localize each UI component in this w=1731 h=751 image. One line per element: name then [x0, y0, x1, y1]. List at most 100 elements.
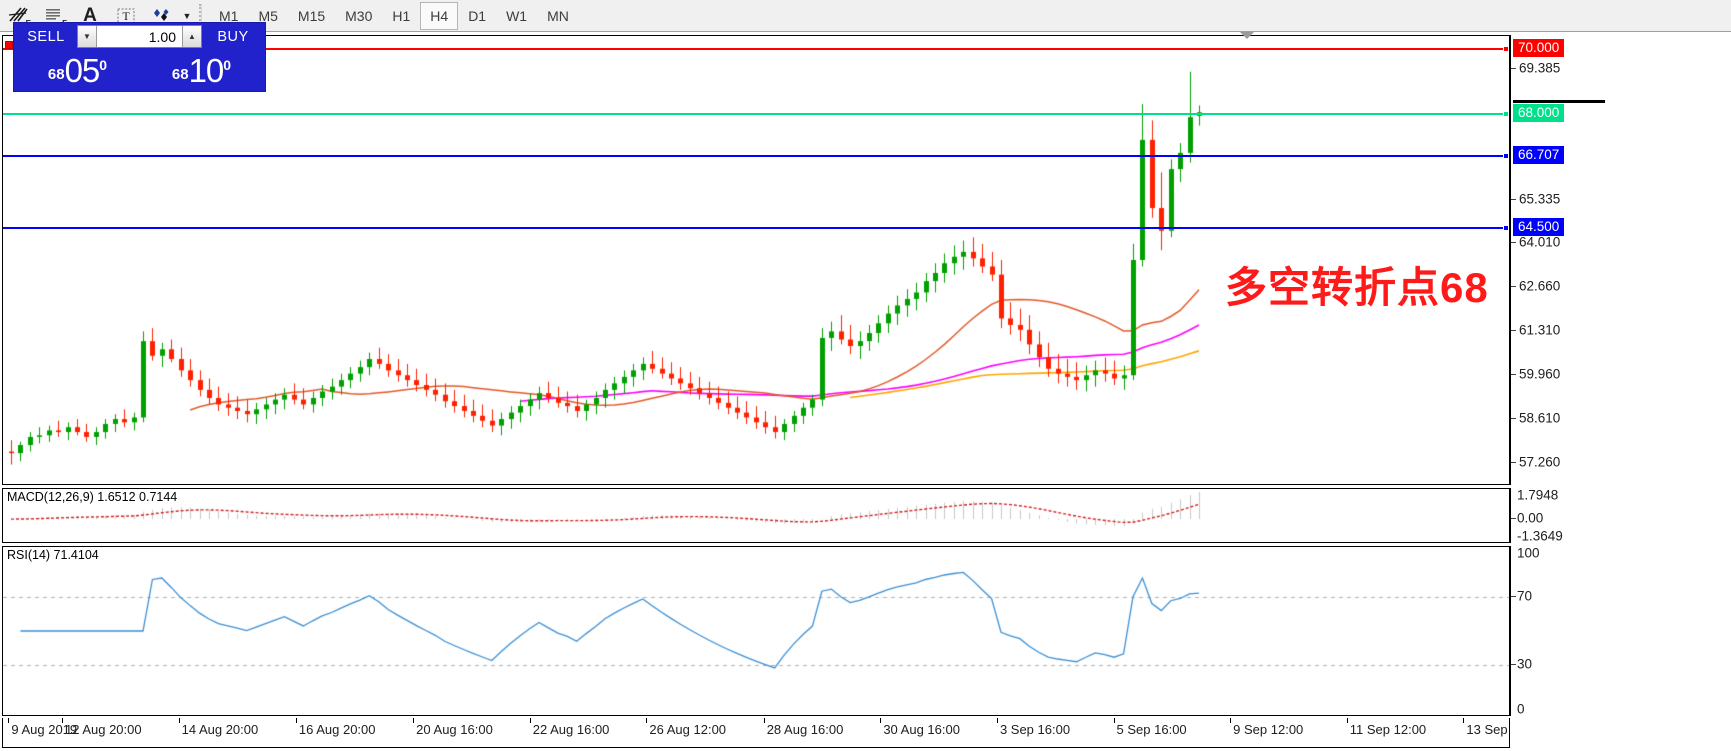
buy-price-sup: 0: [223, 57, 232, 73]
objects-dropdown-caret-icon[interactable]: ▼: [182, 10, 192, 21]
price-pane[interactable]: UKOil,H4 67.940 68.260 67.640 68.050 多空转…: [2, 35, 1510, 485]
macd-tick: [1511, 518, 1516, 520]
volume-value[interactable]: 1.00: [148, 28, 176, 45]
macd-label: MACD(12,26,9) 1.6512 0.7144: [7, 490, 178, 504]
price-scale-label: 64.010: [1519, 234, 1561, 250]
time-tick: [1463, 718, 1465, 723]
oct-top-row: SELL ▼ 1.00 ▲ BUY: [14, 23, 265, 50]
timeframe-d1[interactable]: D1: [468, 7, 487, 24]
macd-scale: 1.7948 0.00 -1.3649: [1510, 487, 1731, 544]
timeframe-m5[interactable]: M5: [258, 7, 278, 24]
macd-scale-label: 1.7948: [1517, 487, 1559, 503]
buy-button[interactable]: BUY: [217, 28, 249, 45]
price-scale[interactable]: 69.385 65.335 64.010 62.660 61.310 59.960 58.6…: [1510, 35, 1731, 485]
oct-price-row: 68 05 0 68 10 0: [14, 50, 265, 91]
sell-price-prefix: 68: [47, 66, 65, 83]
time-axis-label: 12 Aug 20:00: [64, 722, 142, 737]
price-tick: [1511, 242, 1516, 244]
buy-price-prefix: 68: [171, 66, 189, 83]
bottom-strip: [0, 749, 1731, 751]
level-line-68[interactable]: [3, 110, 1509, 117]
volume-up-icon[interactable]: ▲: [182, 26, 201, 47]
level-knob-70[interactable]: [1503, 45, 1509, 52]
time-tick: [880, 718, 882, 723]
volume-down-icon[interactable]: ▼: [78, 26, 97, 47]
macd-scale-label: -1.3649: [1517, 528, 1563, 544]
time-tick: [8, 718, 10, 723]
level-label-64500[interactable]: 64.500: [1513, 217, 1565, 236]
price-tick: [1511, 461, 1516, 463]
buy-price-display[interactable]: 68 10 0: [141, 50, 262, 88]
rsi-canvas: [3, 547, 1509, 715]
rsi-pane[interactable]: RSI(14) 71.4104: [2, 546, 1510, 716]
sell-price-sup: 0: [99, 57, 108, 73]
volume-stepper[interactable]: ▼ 1.00 ▲: [77, 25, 202, 48]
rsi-label: RSI(14) 71.4104: [7, 548, 99, 562]
axis-corner: [1510, 718, 1731, 748]
sell-price-main: 05: [64, 52, 101, 89]
chart-area[interactable]: UKOil,H4 67.940 68.260 67.640 68.050 多空转…: [0, 32, 1731, 751]
main-toolbar: E F A T ▼ M1: [0, 0, 1731, 32]
timeframe-mn[interactable]: MN: [547, 7, 569, 24]
price-tick: [1511, 199, 1516, 201]
buy-price-main: 10: [188, 52, 225, 89]
macd-scale-label: 0.00: [1517, 510, 1544, 526]
time-axis-label: 9 Aug 2019: [11, 722, 78, 737]
timeframe-m15[interactable]: M15: [297, 7, 326, 24]
rsi-scale-label: 30: [1517, 656, 1533, 672]
level-knob-68[interactable]: [1503, 110, 1509, 117]
price-scale-label: 61.310: [1519, 322, 1561, 338]
level-line-64500[interactable]: [3, 224, 1509, 231]
time-tick: [1230, 718, 1232, 723]
price-scale-label: 58.610: [1519, 410, 1561, 426]
time-axis[interactable]: 9 Aug 2019 12 Aug 20:00 14 Aug 20:00 16 Aug…: [2, 718, 1544, 748]
one-click-trading-panel[interactable]: SELL ▼ 1.00 ▲ BUY 68 05 0 68 10 0: [13, 22, 266, 92]
indicators-glyph: [8, 7, 28, 22]
time-axis-label: 11 Sep 12:00: [1349, 722, 1427, 737]
chart-scroll-handle-icon[interactable]: [1240, 32, 1254, 39]
objects-icon[interactable]: [145, 2, 179, 30]
price-tick: [1511, 373, 1516, 375]
candlestick-canvas: [3, 36, 1509, 484]
timeframe-h4[interactable]: H4: [420, 1, 459, 30]
chart-annotation-text: 多空转折点68: [1225, 264, 1489, 312]
price-scale-label: 59.960: [1519, 366, 1561, 382]
price-tick: [1511, 330, 1516, 332]
rsi-scale-label: 70: [1517, 588, 1533, 604]
level-knob-64500[interactable]: [1503, 224, 1509, 231]
macd-pane[interactable]: MACD(12,26,9) 1.6512 0.7144: [2, 488, 1510, 543]
timeframe-m1[interactable]: M1: [219, 7, 239, 24]
timeframe-w1[interactable]: W1: [506, 7, 528, 24]
rsi-scale-label: 100: [1517, 545, 1540, 561]
sell-price-display[interactable]: 68 05 0: [17, 50, 138, 88]
level-label-70000[interactable]: 70.000: [1513, 38, 1565, 57]
timeframe-m30[interactable]: M30: [345, 7, 373, 24]
time-tick: [413, 718, 415, 723]
time-tick: [529, 718, 531, 723]
time-tick: [61, 718, 63, 723]
objects-glyph: [154, 8, 169, 21]
time-tick: [1113, 718, 1115, 723]
time-axis-label: 26 Aug 12:00: [649, 722, 727, 737]
time-axis-label: 22 Aug 16:00: [532, 722, 610, 737]
level-label-68000[interactable]: 68.000: [1513, 103, 1565, 122]
time-axis-label: 20 Aug 16:00: [416, 722, 493, 737]
level-knob-66707[interactable]: [1503, 152, 1509, 159]
price-scale-label: 57.260: [1519, 454, 1561, 470]
macd-canvas: [3, 489, 1509, 542]
level-label-66707[interactable]: 66.707: [1513, 145, 1565, 164]
level-line-66707[interactable]: [3, 152, 1509, 159]
price-scale-label: 69.385: [1519, 60, 1561, 76]
text-tool-icon[interactable]: A: [83, 4, 97, 26]
last-price-marker: [1513, 99, 1605, 103]
rsi-scale-label: 0: [1517, 701, 1525, 717]
level-line-70[interactable]: [3, 45, 1509, 52]
time-tick: [178, 718, 180, 723]
svg-text:T: T: [122, 9, 130, 23]
time-axis-label: 28 Aug 16:00: [766, 722, 844, 737]
timeframe-h1[interactable]: H1: [392, 7, 411, 24]
sell-button[interactable]: SELL: [27, 28, 65, 45]
templates-glyph: [46, 8, 60, 20]
price-scale-label: 65.335: [1519, 191, 1561, 207]
